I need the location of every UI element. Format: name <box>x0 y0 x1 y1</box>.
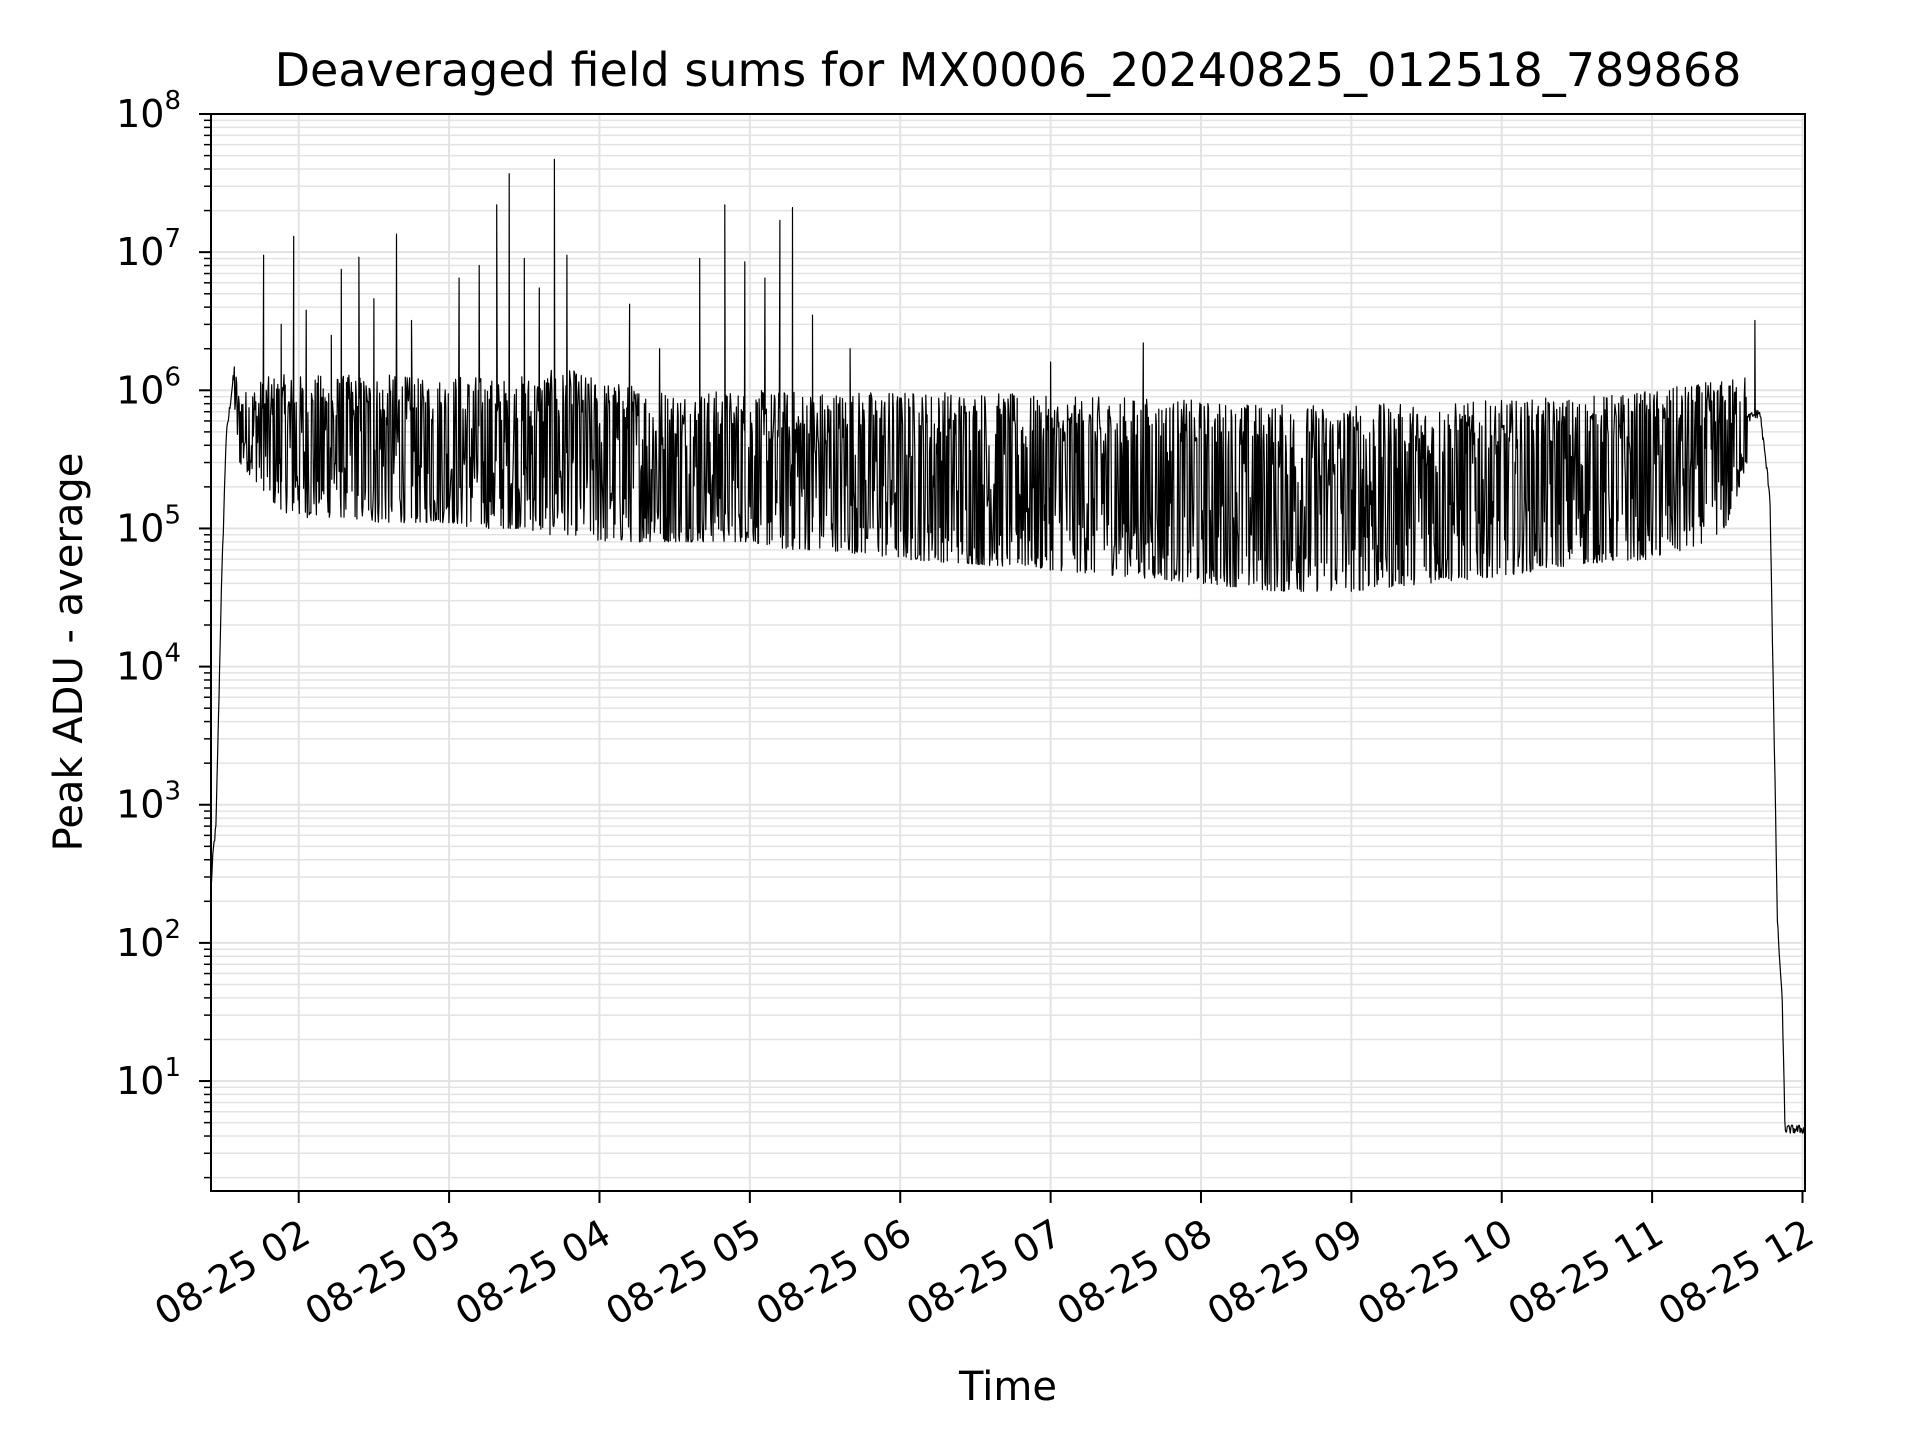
y-tick-exponent: 8 <box>164 86 181 116</box>
y-tick-label: 105 <box>116 500 181 550</box>
y-tick-exponent: 4 <box>164 639 181 669</box>
plot-area <box>210 158 1806 1134</box>
y-tick-exponent: 2 <box>164 915 181 945</box>
y-tick-label: 104 <box>116 639 181 689</box>
y-tick-exponent: 5 <box>164 500 181 530</box>
grid-lines <box>211 114 1805 1191</box>
y-tick-label: 108 <box>116 86 181 136</box>
y-tick-label: 103 <box>116 777 181 827</box>
y-tick-base: 10 <box>116 783 164 827</box>
x-axis-label: Time <box>958 1364 1057 1410</box>
y-tick-label: 101 <box>116 1053 181 1103</box>
y-tick-label: 106 <box>116 362 181 412</box>
series-line <box>210 158 1806 1134</box>
y-axis-label: Peak ADU - average <box>46 453 92 852</box>
y-tick-base: 10 <box>116 1059 164 1103</box>
y-tick-exponent: 3 <box>164 777 181 807</box>
y-tick-exponent: 6 <box>164 362 181 392</box>
y-tick-label: 102 <box>116 915 181 965</box>
y-tick-base: 10 <box>116 506 164 550</box>
y-tick-base: 10 <box>116 645 164 689</box>
chart-title: Deaveraged field sums for MX0006_2024082… <box>275 43 1742 97</box>
y-tick-label: 107 <box>116 224 181 274</box>
plot-frame <box>210 113 1806 1192</box>
y-tick-exponent: 1 <box>164 1053 181 1083</box>
y-tick-base: 10 <box>116 921 164 965</box>
y-tick-exponent: 7 <box>164 224 181 254</box>
y-tick-base: 10 <box>116 230 164 274</box>
y-tick-base: 10 <box>116 368 164 412</box>
y-tick-base: 10 <box>116 92 164 136</box>
